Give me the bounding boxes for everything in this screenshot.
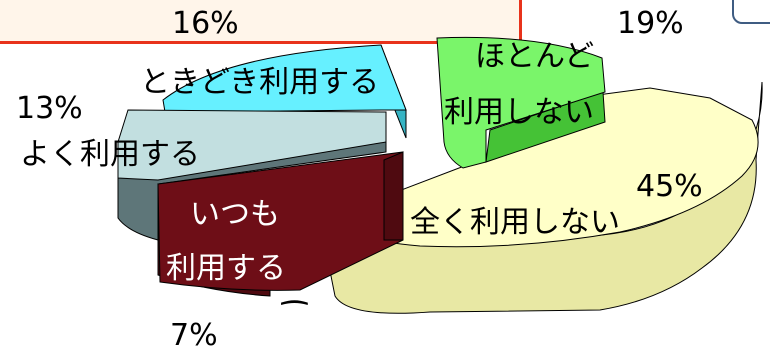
cat-label-itsumo-1: いつも [190, 197, 280, 232]
cat-label-itsumo-2: 利用する [166, 251, 286, 286]
cat-label-yoku: よく利用する [20, 137, 200, 172]
header-frame [0, 0, 522, 44]
cat-label-hotondo-2: 利用しない [444, 95, 594, 130]
slice-hotondo-top [436, 36, 606, 169]
pct-label-zenku: 45% [636, 169, 703, 204]
pct-label-yoku: 13% [16, 91, 83, 126]
slice-tokidoki-top [162, 44, 407, 113]
pct-label-hotondo: 19% [617, 6, 684, 41]
cat-label-tokidoki: ときどき利用する [140, 65, 379, 100]
slice-yoku [117, 109, 387, 241]
cat-label-hotondo-1: ほとんど [475, 39, 594, 74]
cat-label-zenku: 全く利用しない [410, 205, 620, 240]
corner-frame [732, 0, 770, 24]
leader-mark: ⁔ [281, 271, 308, 306]
slice-hotondo [436, 36, 606, 169]
slice-itsumo-top [157, 151, 404, 291]
pct-label-tokidoki: 16% [172, 6, 239, 41]
slice-itsumo [157, 151, 404, 297]
pct-label-itsumo: 7% [170, 318, 218, 350]
slice-tokidoki [162, 44, 407, 139]
slice-itsumo-edge [383, 151, 404, 241]
slice-yoku-top [117, 109, 387, 181]
